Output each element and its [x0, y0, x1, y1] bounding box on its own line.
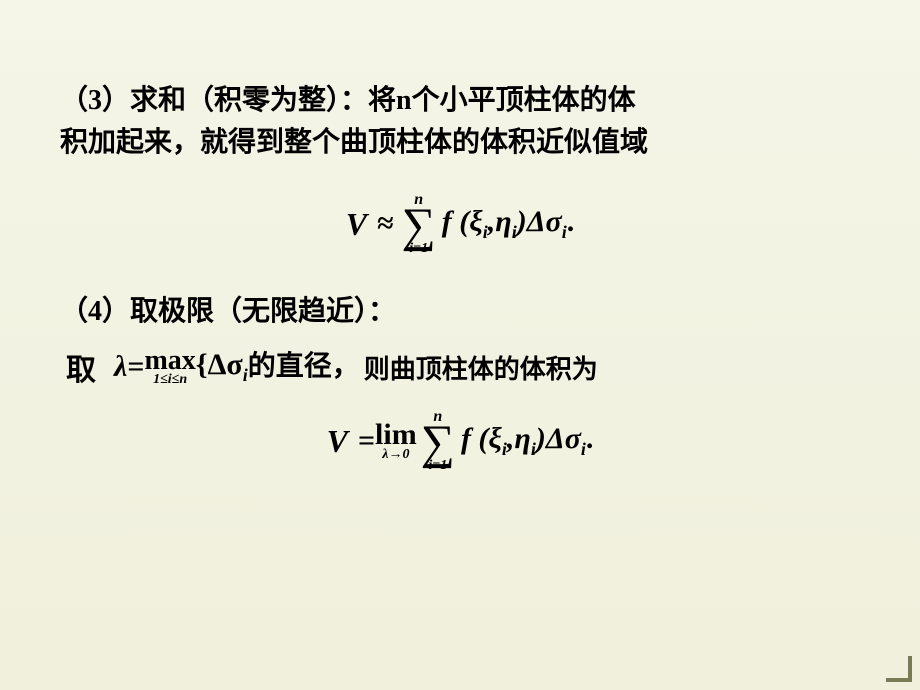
para1-line2: 积加起来，就得到整个曲顶柱体的体积近似值域 [60, 127, 648, 158]
formula-1: V ≈ n ∑ i=1 f (ξi,ηi)Δσi. [60, 192, 860, 256]
var-V2: V [327, 423, 348, 460]
slide-content: （3）求和（积零为整）：将n个小平顶柱体的体 积加起来，就得到整个曲顶柱体的体积… [0, 0, 920, 513]
eq-sign2: = [358, 424, 375, 458]
paragraph-3: （3）求和（积零为整）：将n个小平顶柱体的体 积加起来，就得到整个曲顶柱体的体积… [60, 80, 860, 164]
lambda: λ [114, 350, 127, 384]
rest-text: 则曲顶柱体的体积为 [364, 349, 598, 386]
take-char: 取 [66, 345, 96, 389]
para1-line1: （3）求和（积零为整）：将n个小平顶柱体的体 [60, 85, 636, 116]
var-V: V [346, 206, 367, 243]
lim-sub: λ→0 [382, 448, 409, 462]
max-text: max [144, 347, 195, 375]
diameter-text: 的直径， [248, 346, 360, 388]
paragraph-4: （4）取极限（无限趋近）： [60, 291, 860, 333]
sum-lower: i=1 [409, 242, 428, 256]
max-block: max 1≤i≤n [144, 347, 195, 387]
approx-sign: ≈ [377, 207, 393, 241]
para4-text: （4）取极限（无限趋近）： [60, 296, 396, 327]
corner-icon [886, 656, 912, 682]
formula-2: V = lim λ→0 n ∑ i=1 f (ξi,ηi)Δσi. [60, 409, 860, 473]
sum-lower2: i=1 [428, 459, 447, 473]
summation: n ∑ i=1 [402, 192, 436, 256]
sum-body: f (ξi,ηi)Δσi. [442, 205, 574, 243]
line-take-limit: 取 λ = max 1≤i≤n {Δσi 的直径， 则曲顶柱体的体积为 [60, 345, 860, 389]
max-sub: 1≤i≤n [153, 373, 187, 387]
eq-sign: = [127, 350, 144, 384]
summation2: n ∑ i=1 [421, 409, 455, 473]
sum-body2: f (ξi,ηi)Δσi. [461, 422, 593, 460]
lim-text: lim [375, 420, 417, 450]
brace-part: {Δσi [196, 348, 248, 386]
limit-block: lim λ→0 [375, 420, 417, 462]
